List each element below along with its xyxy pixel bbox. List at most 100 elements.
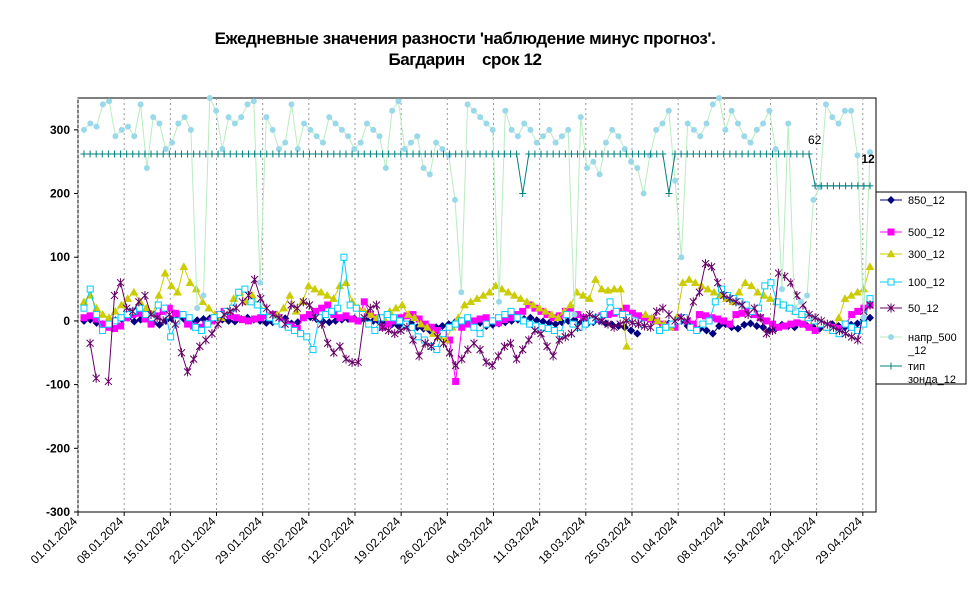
data-point — [256, 294, 265, 304]
data-point — [507, 150, 515, 158]
data-point — [476, 345, 484, 355]
data-point — [80, 314, 88, 322]
data-point — [110, 325, 118, 333]
data-point — [213, 107, 220, 114]
data-point — [612, 307, 620, 315]
data-point — [867, 149, 873, 156]
series-5 — [81, 95, 873, 321]
data-point — [325, 318, 334, 327]
data-point — [672, 177, 679, 184]
data-point — [309, 346, 317, 354]
data-point — [769, 150, 777, 158]
data-point — [329, 348, 338, 358]
data-point — [301, 120, 308, 127]
data-point — [634, 150, 642, 158]
data-point — [225, 114, 232, 121]
data-point — [494, 150, 502, 158]
data-point — [165, 304, 173, 312]
data-point — [829, 182, 837, 190]
data-point — [290, 326, 298, 334]
data-point — [403, 150, 411, 158]
data-point — [150, 114, 157, 121]
data-point — [646, 152, 653, 159]
data-point — [767, 279, 775, 287]
data-point — [195, 341, 204, 351]
data-point — [99, 101, 106, 108]
data-point — [787, 320, 795, 328]
data-point — [472, 294, 482, 302]
data-point — [210, 314, 218, 322]
series-group — [79, 95, 875, 386]
data-point — [634, 319, 643, 329]
data-point — [551, 320, 560, 329]
data-point — [518, 345, 527, 355]
data-point — [251, 150, 259, 158]
data-point — [684, 275, 694, 283]
data-point — [761, 282, 769, 290]
data-point — [553, 313, 563, 321]
data-point — [677, 150, 685, 158]
data-point — [726, 320, 734, 328]
data-point — [92, 373, 101, 383]
x-tick-label: 04.03.2024 — [443, 514, 496, 567]
data-point — [92, 315, 100, 323]
data-point — [854, 307, 862, 315]
legend-swatch-marker — [887, 362, 895, 370]
data-point — [433, 139, 440, 146]
data-point — [253, 301, 261, 309]
legend-item: 850_12 — [880, 195, 945, 207]
data-point — [458, 150, 466, 158]
data-point — [622, 150, 630, 158]
data-point — [610, 150, 618, 158]
data-point — [235, 288, 243, 296]
data-point — [720, 150, 728, 158]
data-point — [622, 304, 630, 312]
annotation-label: 12 — [861, 152, 875, 166]
data-point — [689, 297, 698, 307]
data-point — [318, 150, 326, 158]
data-point — [853, 287, 862, 296]
data-point — [385, 150, 393, 158]
data-point — [420, 165, 427, 172]
data-point — [232, 150, 240, 158]
data-point — [122, 303, 131, 313]
data-point — [805, 150, 813, 158]
data-point — [482, 150, 490, 158]
data-point — [697, 281, 707, 290]
data-point — [738, 300, 746, 310]
data-point — [395, 98, 402, 105]
data-point — [628, 309, 636, 317]
data-point — [99, 326, 107, 334]
data-point — [716, 95, 723, 101]
data-point — [738, 309, 746, 317]
data-point — [220, 150, 228, 158]
data-point — [699, 320, 707, 328]
x-tick-label: 01.01.2024 — [28, 514, 81, 567]
data-point — [787, 150, 795, 158]
data-point — [753, 287, 763, 296]
data-point — [324, 301, 332, 309]
data-point — [500, 316, 508, 324]
data-point — [238, 114, 245, 121]
data-point — [765, 294, 775, 302]
data-point — [457, 354, 466, 364]
data-point — [397, 150, 405, 158]
data-point — [762, 150, 770, 158]
data-point — [823, 319, 832, 329]
data-point — [854, 152, 861, 159]
data-point — [372, 300, 381, 310]
data-point — [841, 107, 848, 114]
legend-swatch-marker — [887, 303, 895, 313]
legend-swatch-marker — [888, 334, 894, 340]
data-point — [433, 150, 441, 158]
x-tick-label: 18.03.2024 — [536, 514, 589, 567]
data-point — [340, 253, 348, 261]
data-point — [177, 150, 185, 158]
chart-title: Ежедневные значения разности 'наблюдение… — [0, 28, 930, 70]
data-point — [769, 320, 777, 328]
data-point — [537, 329, 545, 339]
data-point — [281, 319, 289, 329]
data-point — [316, 287, 326, 296]
data-point — [732, 150, 740, 158]
data-point — [755, 304, 763, 312]
